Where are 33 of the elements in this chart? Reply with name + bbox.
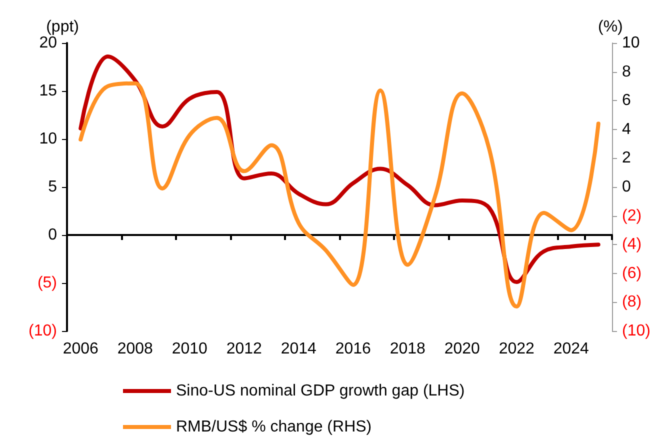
y2-tick-label: (10)	[622, 322, 650, 340]
y-tick-label: 20	[39, 34, 58, 52]
y2-tick-label: (8)	[622, 294, 642, 311]
y-tick-label: 5	[48, 178, 58, 196]
y-tick-label: (5)	[37, 274, 57, 292]
x-tick-label: 2018	[390, 340, 426, 358]
x-tick-label: 2024	[553, 340, 590, 358]
x-tick-label: 2010	[172, 340, 208, 358]
x-tick-label: 2008	[117, 340, 154, 358]
y-tick-label: 15	[39, 82, 58, 100]
y2-tick-label: 8	[622, 63, 631, 80]
x-tick-label: 2022	[498, 340, 535, 358]
y-tick-label: 10	[39, 130, 58, 148]
y2-tick-label: 0	[622, 178, 631, 196]
y2-tick-label: (6)	[622, 264, 642, 282]
line-series	[78, 81, 600, 309]
y2-tick-label: 10	[622, 34, 640, 52]
y2-tick-label: (4)	[622, 236, 642, 254]
legend-label: Sino-US nominal GDP growth gap (LHS)	[176, 382, 465, 400]
x-tick-label: 2020	[444, 340, 480, 358]
x-tick-label: 2012	[226, 340, 262, 358]
y2-axis-title: (%)	[598, 18, 623, 36]
y2-tick-label: 6	[622, 92, 631, 110]
legend-label: RMB/US$ % change (RHS)	[176, 418, 372, 436]
x-tick-label: 2006	[62, 340, 99, 358]
y-axis-title: (ppt)	[46, 18, 79, 36]
y-tick-label: (10)	[28, 322, 57, 340]
y2-tick-label: (2)	[622, 207, 642, 224]
y2-tick-label: 4	[622, 120, 631, 138]
x-tick-label: 2014	[280, 340, 317, 358]
y2-tick-label: 2	[622, 150, 631, 167]
x-tick-label: 2016	[335, 340, 372, 358]
y-tick-label: 0	[48, 226, 58, 244]
